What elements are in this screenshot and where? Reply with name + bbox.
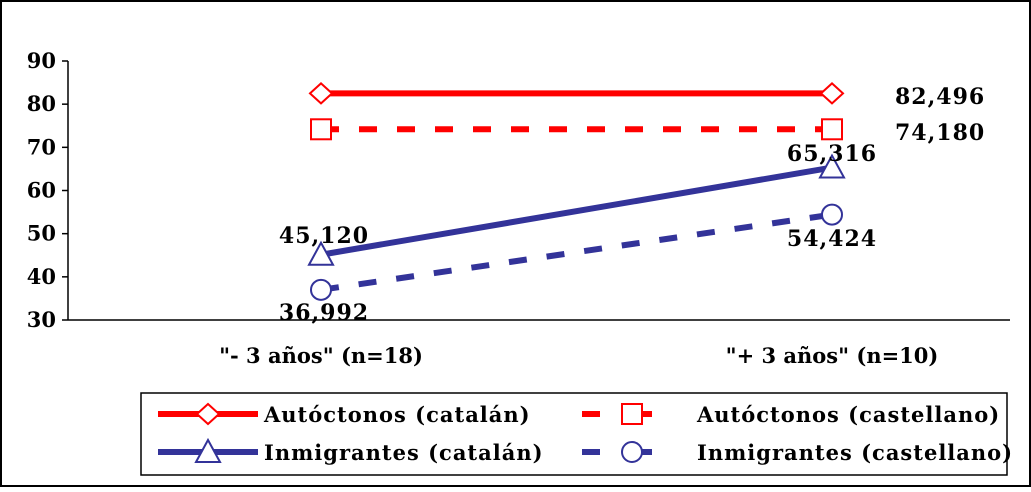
data-point-s1-p0: [310, 118, 332, 141]
data-point-s2-p0: [307, 240, 335, 266]
x-tick-label: "- 3 años" (n=18): [219, 343, 423, 368]
legend-label: Autóctonos (castellano): [696, 402, 1000, 427]
series-line-2: [320, 164, 833, 258]
legend-marker: [621, 441, 643, 463]
legend-box: [140, 392, 1008, 476]
axes: 30 40 50 60 70 80 90 "- 3 años" (n=18) "+ 3 años…: [27, 48, 1010, 368]
y-tick-label: 50: [27, 221, 56, 246]
data-label: 74,180: [895, 120, 985, 146]
data-labels: 82,496 74,180 45,120 65,316 36,992 54,424: [279, 84, 985, 326]
data-label: 65,316: [787, 141, 877, 167]
data-label: 54,424: [787, 226, 877, 252]
y-tick-label: 90: [27, 48, 56, 73]
legend-label: Autóctonos (catalán): [263, 402, 531, 427]
legend-marker: [194, 437, 222, 463]
data-point-s2-p1: [818, 153, 846, 179]
y-tick-label: 30: [27, 307, 56, 332]
y-tick-label: 60: [27, 178, 56, 203]
x-tick-label: "+ 3 años" (n=10): [726, 343, 939, 368]
data-label: 45,120: [279, 223, 369, 249]
data-point-s0-p1: [819, 82, 845, 105]
legend-label: Inmigrantes (castellano): [697, 440, 1013, 465]
series-layer: [307, 82, 846, 301]
legend-label: Inmigrantes (catalán): [264, 440, 544, 465]
data-label: 82,496: [895, 84, 985, 110]
y-tick-label: 80: [27, 91, 56, 116]
data-point-s3-p1: [821, 203, 843, 226]
y-tick-label: 40: [27, 264, 56, 289]
legend-marker: [621, 403, 643, 425]
data-point-s0-p0: [308, 82, 334, 105]
data-point-s3-p0: [310, 278, 332, 301]
legend-marker: [195, 402, 221, 426]
y-tick-label: 70: [27, 134, 56, 159]
legend: Autóctonos (catalán) Autóctonos (castella…: [140, 392, 1013, 476]
series-line-3: [320, 211, 833, 293]
data-label: 36,992: [279, 300, 369, 326]
data-point-s1-p1: [821, 118, 843, 141]
